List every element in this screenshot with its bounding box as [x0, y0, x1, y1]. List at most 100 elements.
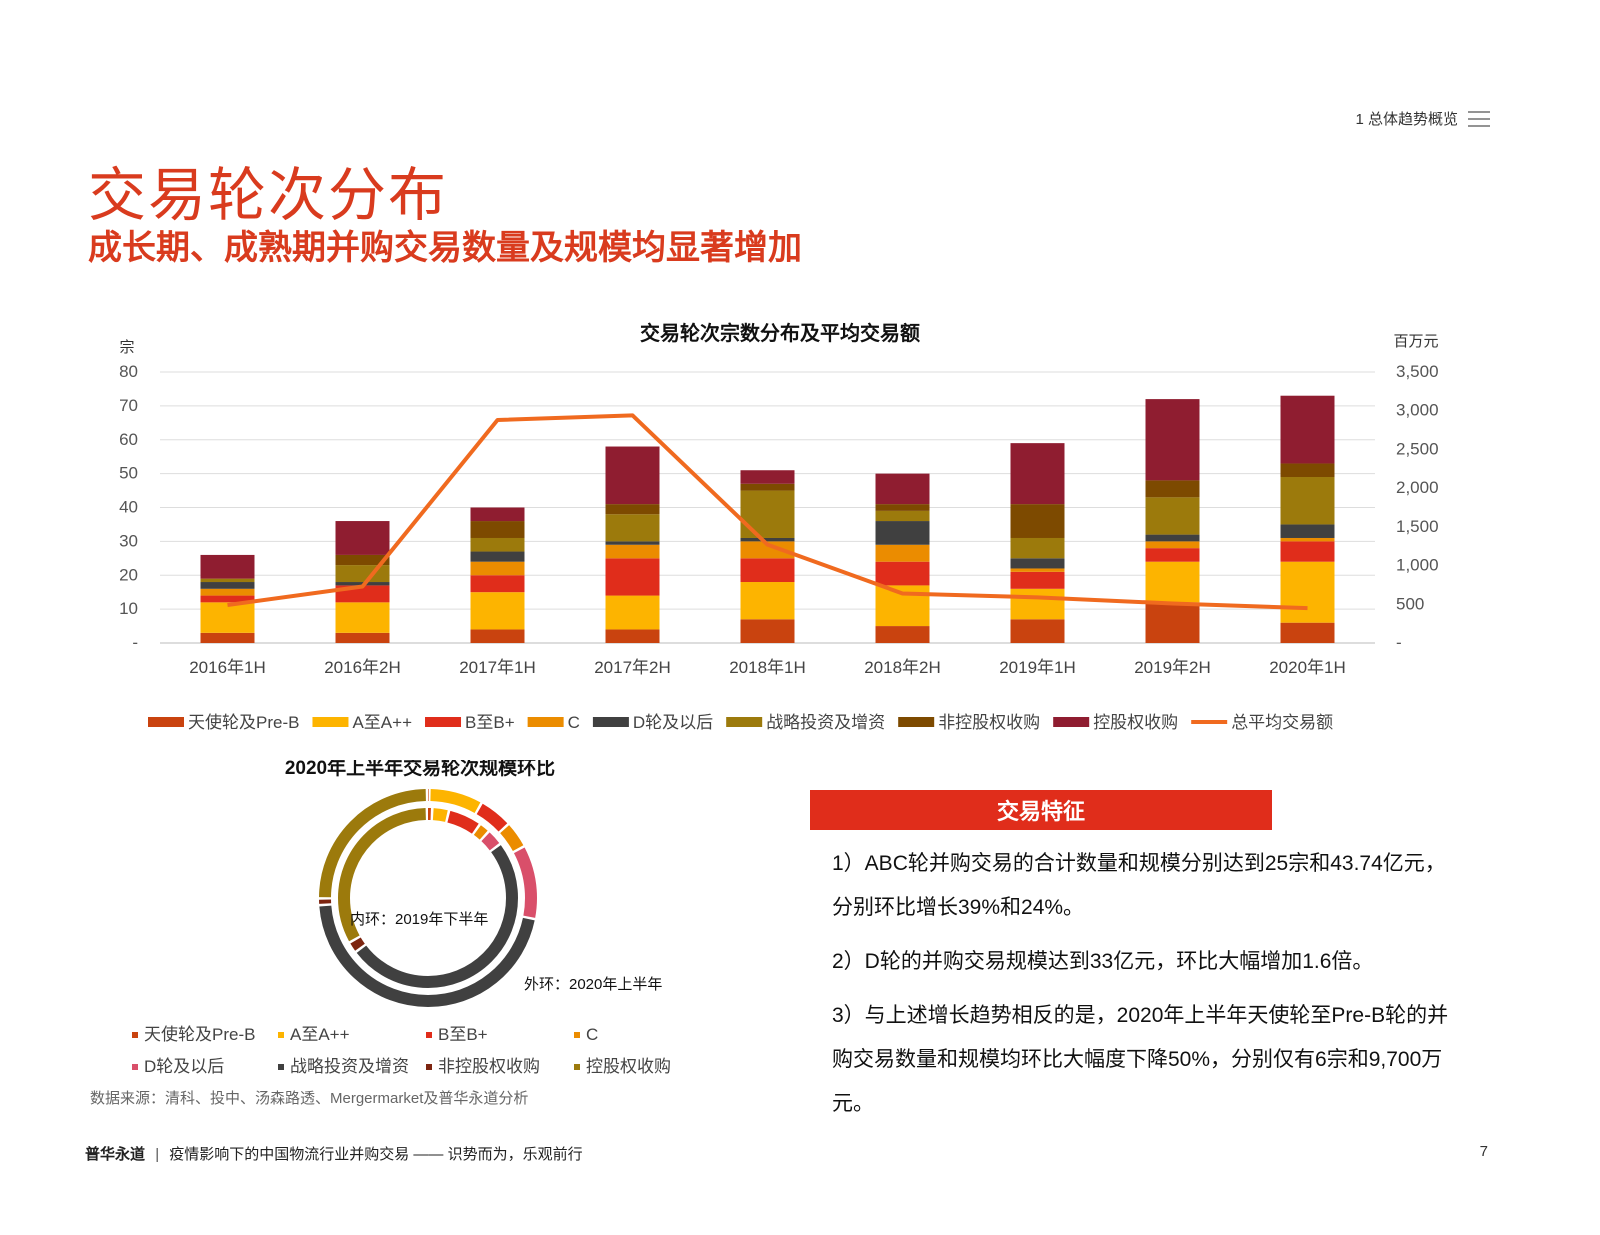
- x-tick-label: 2016年2H: [324, 658, 401, 677]
- legend-label: A至A++: [352, 713, 412, 732]
- legend-label: 非控股权收购: [938, 713, 1040, 732]
- donut-legend-label: A至A++: [290, 1025, 350, 1044]
- legend-label: 战略投资及增资: [766, 713, 885, 732]
- donut-legend-swatch: [574, 1064, 580, 1070]
- outer-ring-segment: [319, 789, 537, 1007]
- legend-swatch: [1053, 717, 1090, 727]
- bar-segment: [605, 504, 660, 515]
- x-tick-label: 2020年1H: [1269, 658, 1346, 677]
- feature-item-1: 1）ABC轮并购交易的合计数量和规模分别达到25宗和43.74亿元，分别环比增长…: [832, 852, 1446, 919]
- bar-segment: [1145, 541, 1200, 549]
- donut-legend-swatch: [574, 1032, 580, 1038]
- bar-segment: [605, 544, 660, 559]
- bar-segment: [1010, 568, 1065, 572]
- y-tick-left: 20: [119, 565, 138, 584]
- page-title: 交易轮次分布: [88, 161, 449, 229]
- y-tick-right: 2,000: [1396, 478, 1439, 497]
- bar-segment: [1145, 497, 1200, 535]
- avg-deal-value-line: [227, 413, 1308, 611]
- x-tick-label: 2019年2H: [1134, 658, 1211, 677]
- section-nav[interactable]: 1 总体趋势概览: [1355, 108, 1490, 129]
- y-axis-left-label: 宗: [119, 338, 134, 356]
- legend-swatch: [527, 717, 564, 727]
- footer-report-title: 疫情影响下的中国物流行业并购交易 —— 识势而为，乐观前行: [169, 1146, 583, 1163]
- bar-segment: [1010, 537, 1065, 559]
- bar-segment: [335, 565, 390, 583]
- menu-icon[interactable]: [1468, 110, 1490, 128]
- outer-ring-segment: [319, 789, 537, 1007]
- bar-segment: [200, 578, 255, 583]
- bar-segment: [740, 537, 795, 542]
- feature-item-3: 3）与上述增长趋势相反的是，2020年上半年天使轮至Pre-B轮的并购交易数量和…: [832, 1004, 1449, 1115]
- bar-segment: [1280, 541, 1335, 562]
- data-source: 数据来源：清科、投中、汤森路透、Mergermarket及普华永道分析: [90, 1090, 529, 1107]
- feature-item-2: 2）D轮的并购交易规模达到33亿元，环比大幅增加1.6倍。: [832, 950, 1374, 973]
- bar-segment: [1280, 524, 1335, 538]
- y-tick-left: 40: [119, 498, 138, 517]
- features-heading: 交易特征: [810, 790, 1272, 830]
- legend-label: 控股权收购: [1093, 713, 1178, 732]
- bar-segment: [875, 544, 930, 562]
- bar-segment: [470, 592, 525, 630]
- x-tick-label: 2016年1H: [189, 658, 266, 677]
- bar-segment: [875, 504, 930, 511]
- legend-swatch: [898, 717, 935, 727]
- bar-segment: [1280, 622, 1335, 643]
- x-tick-label: 2018年1H: [729, 658, 806, 677]
- bar-segment: [1010, 504, 1065, 538]
- donut-legend-label: C: [586, 1025, 598, 1044]
- donut-legend-label: 战略投资及增资: [290, 1057, 409, 1076]
- bar-segment: [470, 537, 525, 552]
- bar-segment: [1280, 477, 1335, 525]
- footer: 普华永道 | 疫情影响下的中国物流行业并购交易 —— 识势而为，乐观前行: [85, 1143, 583, 1164]
- bar-segment: [200, 602, 255, 633]
- y-tick-left: 10: [119, 599, 138, 618]
- legend-swatch: [148, 717, 184, 727]
- bar-segment: [200, 632, 255, 643]
- bar-segment: [875, 626, 930, 643]
- legend-label: 总平均交易额: [1231, 713, 1333, 732]
- outer-ring-label: 外环：2020年上半年: [524, 976, 662, 993]
- bar-segment: [875, 510, 930, 522]
- bar-segment: [1145, 548, 1200, 562]
- bar-segment: [605, 446, 660, 505]
- footer-brand: 普华永道: [85, 1146, 146, 1163]
- bar-segment: [335, 521, 390, 555]
- bar-segment: [200, 554, 255, 579]
- y-tick-left: -: [132, 633, 138, 652]
- y-tick-left: 50: [119, 464, 138, 483]
- bar-segment: [1010, 571, 1065, 589]
- legend-swatch: [726, 717, 763, 727]
- bar-segment: [1280, 561, 1335, 623]
- donut-legend-label: 天使轮及Pre-B: [144, 1024, 255, 1044]
- y-tick-right: 1,500: [1396, 517, 1439, 536]
- bar-segment: [1280, 537, 1335, 542]
- bar-segment: [605, 629, 660, 643]
- section-label: 1 总体趋势概览: [1355, 111, 1458, 128]
- inner-ring-segment: [338, 808, 518, 988]
- donut-legend-swatch: [132, 1064, 138, 1070]
- legend-label: C: [568, 713, 580, 732]
- donut-legend-swatch: [278, 1064, 284, 1070]
- y-tick-left: 70: [119, 396, 138, 415]
- donut-legend-swatch: [426, 1064, 432, 1070]
- bar-segment: [875, 561, 930, 586]
- bar-segment: [605, 595, 660, 630]
- donut-legend-label: B至B+: [438, 1025, 488, 1044]
- y-tick-right: 1,000: [1396, 556, 1439, 575]
- donut-legend-swatch: [132, 1032, 138, 1038]
- y-tick-right: 3,500: [1396, 362, 1439, 381]
- bar-segment: [470, 561, 525, 576]
- legend-swatch: [592, 717, 629, 727]
- bar-segment: [740, 541, 795, 559]
- page-subtitle: 成长期、成熟期并购交易数量及规模均显著增加: [88, 229, 802, 267]
- x-tick-label: 2017年2H: [594, 658, 671, 677]
- y-tick-left: 60: [119, 430, 138, 449]
- bar-segment: [740, 619, 795, 643]
- legend-swatch: [425, 717, 462, 727]
- features-list: 1）ABC轮并购交易的合计数量和规模分别达到25宗和43.74亿元，分别环比增长…: [832, 842, 1462, 1136]
- inner-ring-segment: [338, 808, 518, 988]
- y-tick-right: 500: [1396, 594, 1424, 613]
- bar-segment: [200, 595, 255, 603]
- legend-swatch: [312, 717, 349, 727]
